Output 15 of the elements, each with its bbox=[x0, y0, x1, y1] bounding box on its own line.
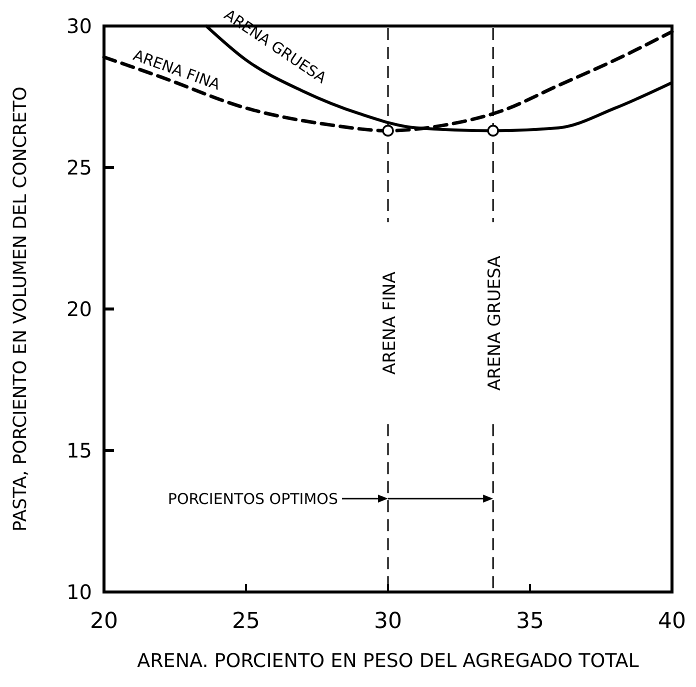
annotation: PORCIENTOS OPTIMOS bbox=[168, 490, 338, 508]
y-tick-label: 30 bbox=[66, 14, 92, 38]
ref-line-label: ARENA GRUESA bbox=[485, 255, 506, 391]
y-tick-label: 20 bbox=[66, 297, 92, 321]
x-tick-label: 40 bbox=[658, 609, 686, 634]
y-tick-label: 10 bbox=[66, 580, 92, 604]
y-axis-title: PASTA, PORCIENTO EN VOLUMEN DEL CONCRETO bbox=[10, 86, 31, 532]
x-axis-title: ARENA. PORCIENTO EN PESO DEL AGREGADO TOTAL bbox=[137, 650, 640, 672]
x-tick-label: 35 bbox=[516, 609, 544, 634]
x-tick-label: 30 bbox=[374, 609, 402, 634]
x-tick-label: 25 bbox=[232, 609, 260, 634]
ref-line-label: ARENA FINA bbox=[380, 271, 400, 375]
x-tick-label: 20 bbox=[90, 609, 118, 634]
y-tick-label: 15 bbox=[66, 438, 92, 462]
y-tick-label: 25 bbox=[66, 156, 92, 180]
